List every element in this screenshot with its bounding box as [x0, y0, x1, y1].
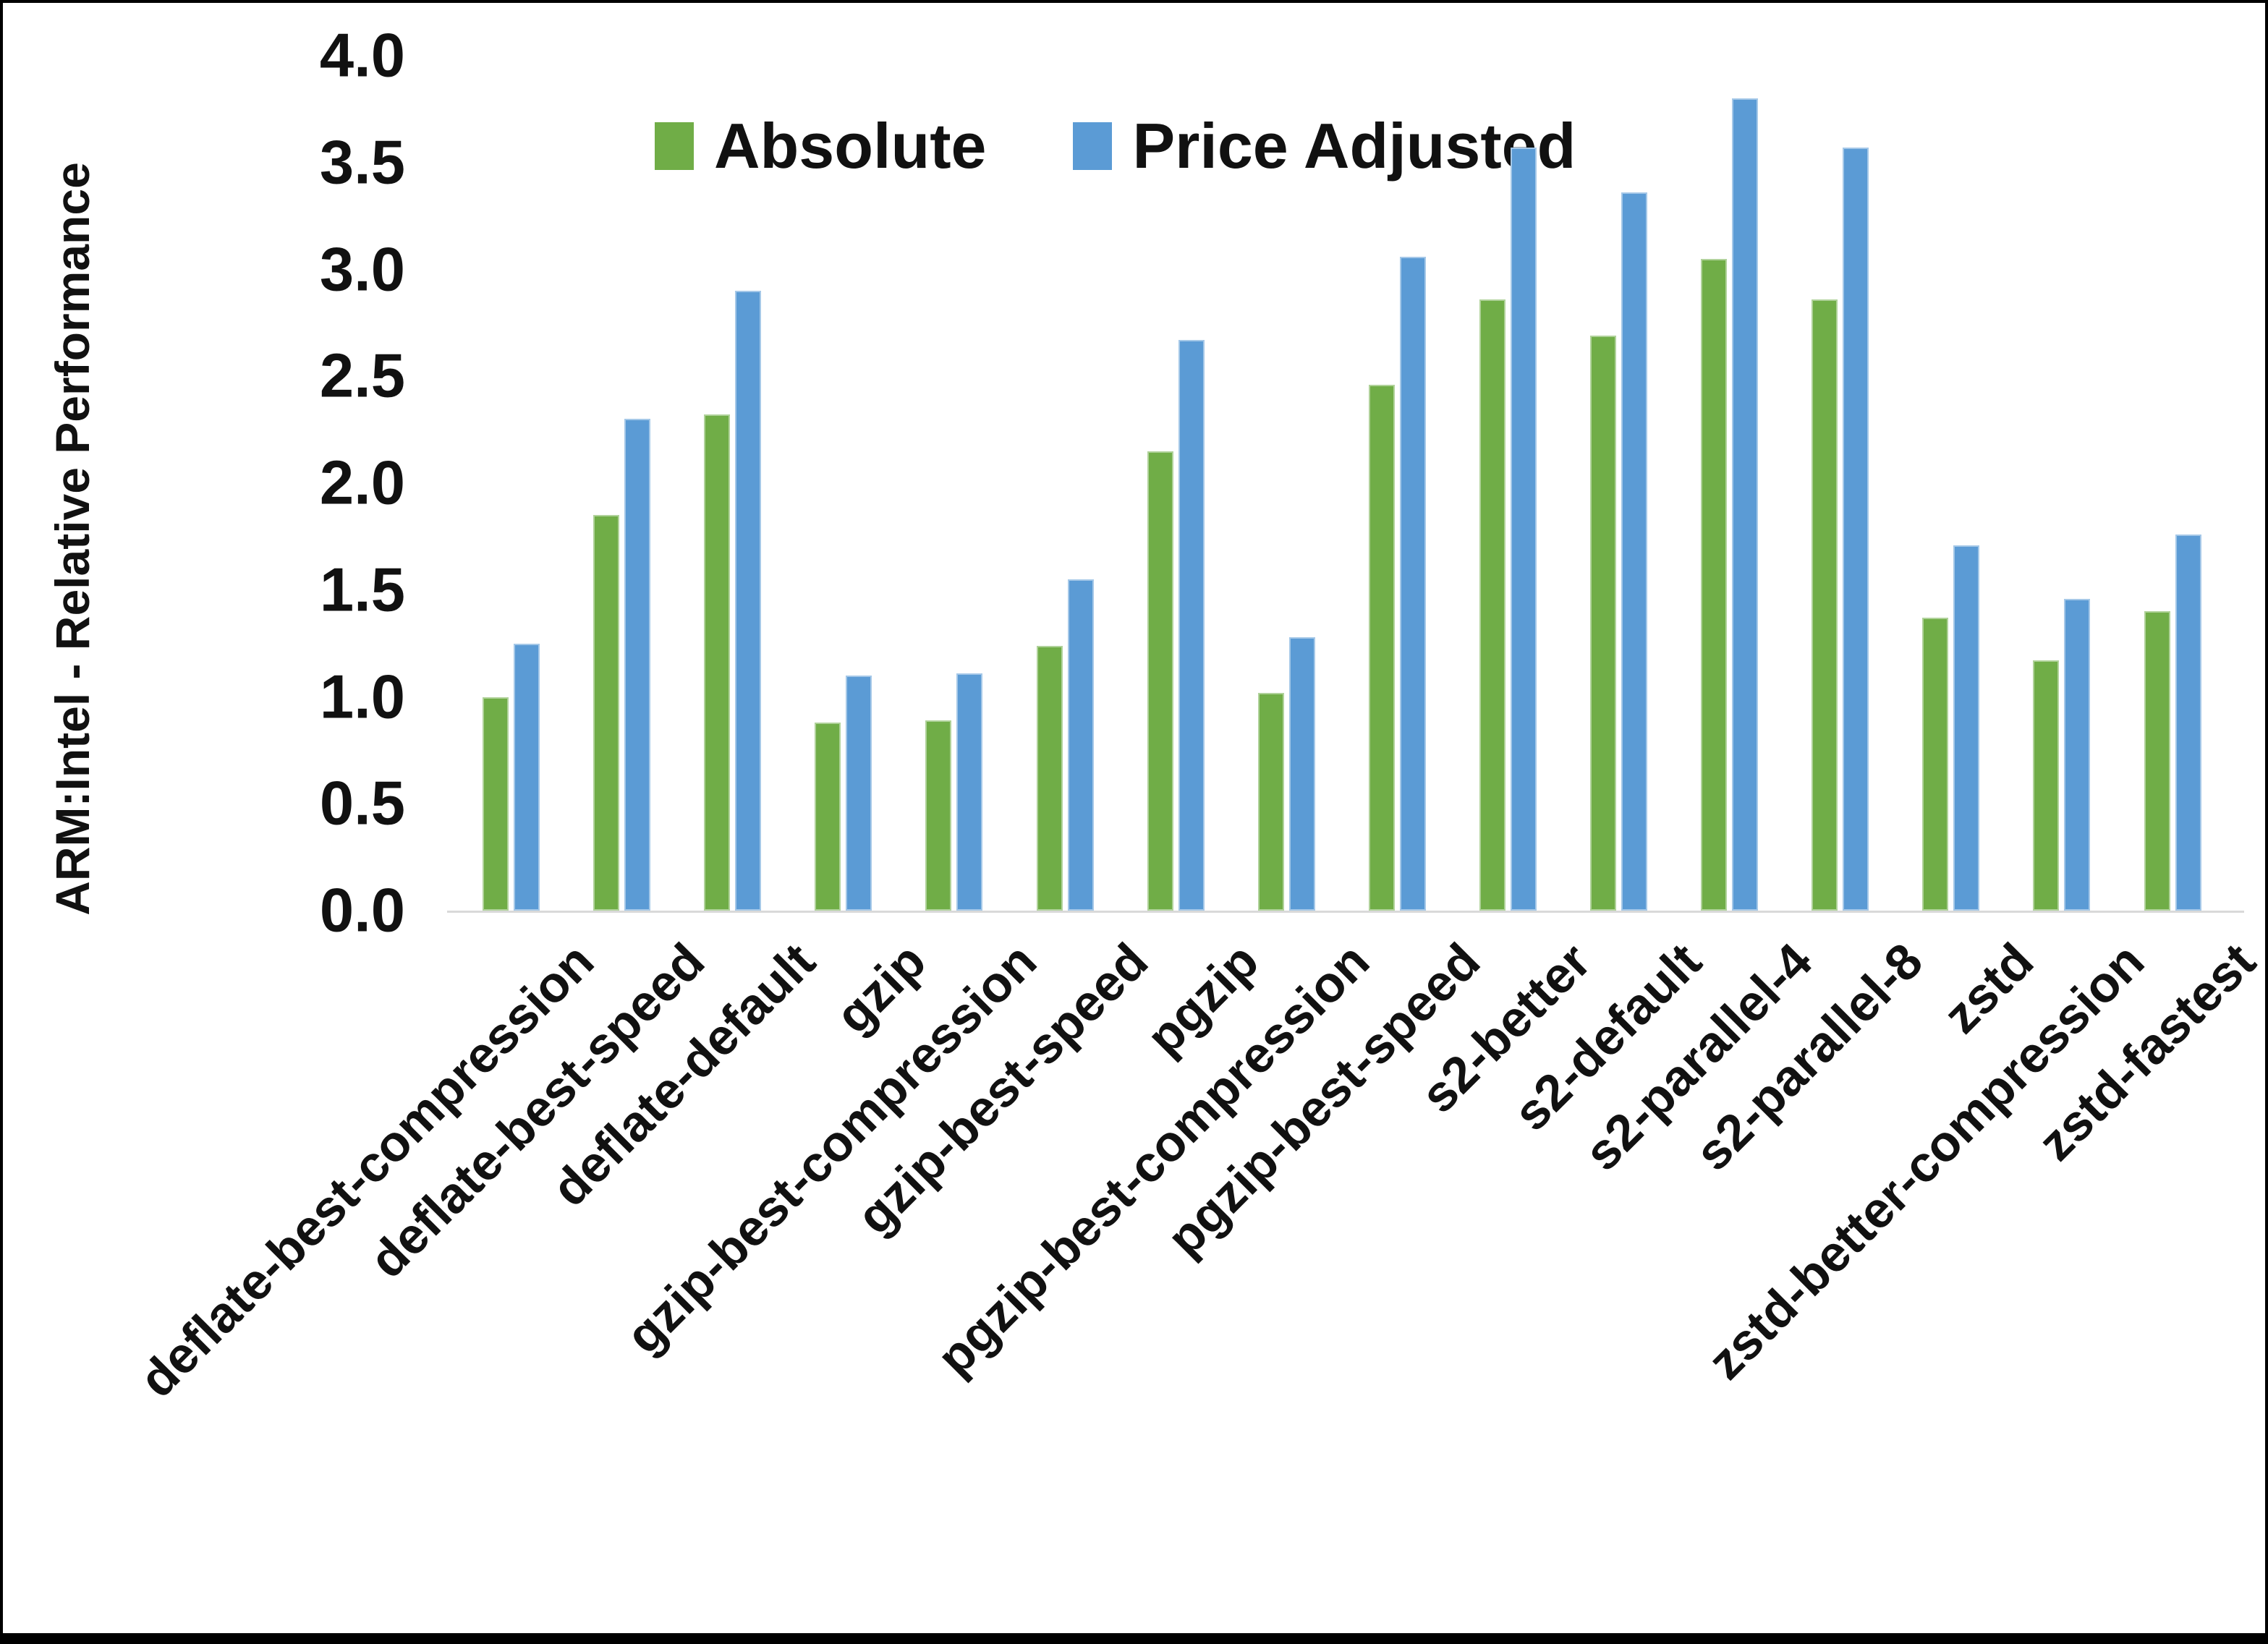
bar-absolute-deflate-default	[704, 414, 731, 911]
bar-absolute-gzip-best-compression	[925, 720, 952, 911]
bar-price-adjusted-gzip-best-compression	[956, 673, 983, 911]
bar-price-adjusted-s2-parallel-4	[1732, 98, 1759, 911]
y-tick-1.5: 1.5	[319, 555, 405, 625]
bar-absolute-deflate-best-compression	[483, 697, 509, 911]
bar-price-adjusted-deflate-best-compression	[514, 643, 540, 911]
bar-price-adjusted-zstd-better-compression	[2064, 598, 2091, 911]
y-tick-2.5: 2.5	[319, 341, 405, 411]
bar-price-adjusted-gzip	[846, 675, 872, 911]
bar-absolute-gzip	[815, 722, 841, 911]
bar-absolute-s2-parallel-4	[1701, 258, 1728, 911]
bar-price-adjusted-zstd-fastest	[2175, 534, 2201, 911]
y-tick-0.0: 0.0	[319, 876, 405, 945]
bar-price-adjusted-gzip-best-speed	[1067, 579, 1094, 911]
bar-price-adjusted-s2-default	[1621, 192, 1647, 911]
legend-label-price-adjusted: Price Adjusted	[1132, 110, 1576, 182]
bar-absolute-zstd-fastest	[2144, 611, 2170, 911]
y-tick-4.0: 4.0	[319, 21, 405, 90]
bar-price-adjusted-pgzip	[1178, 340, 1205, 911]
bar-absolute-pgzip-best-speed	[1368, 385, 1395, 911]
y-tick-2.0: 2.0	[319, 448, 405, 518]
bar-absolute-pgzip-best-compression	[1257, 692, 1284, 911]
bar-absolute-s2-parallel-8	[1812, 299, 1838, 911]
x-axis-line	[447, 911, 2244, 913]
bar-price-adjusted-s2-better	[1510, 148, 1537, 911]
bar-price-adjusted-pgzip-best-speed	[1399, 256, 1426, 911]
bar-price-adjusted-deflate-default	[735, 291, 762, 911]
legend-item-price-adjusted: Price Adjusted	[1073, 114, 1576, 178]
y-tick-3.0: 3.0	[319, 235, 405, 304]
bar-absolute-s2-default	[1590, 336, 1616, 911]
bar-absolute-pgzip	[1147, 451, 1173, 911]
legend: Absolute Price Adjusted	[655, 114, 1576, 178]
legend-swatch-absolute	[655, 122, 694, 170]
bar-price-adjusted-deflate-best-speed	[624, 419, 651, 911]
bar-absolute-zstd	[1922, 618, 1949, 911]
bar-absolute-gzip-best-speed	[1036, 645, 1063, 911]
bar-absolute-s2-better	[1479, 299, 1505, 911]
y-tick-3.5: 3.5	[319, 128, 405, 197]
bar-absolute-deflate-best-speed	[593, 515, 620, 911]
legend-label-absolute: Absolute	[714, 110, 987, 182]
bar-price-adjusted-s2-parallel-8	[1843, 148, 1869, 911]
y-tick-1.0: 1.0	[319, 663, 405, 731]
bar-absolute-zstd-better-compression	[2033, 660, 2060, 911]
legend-swatch-price-adjusted	[1073, 122, 1113, 170]
bar-price-adjusted-zstd	[1953, 545, 1980, 911]
legend-item-absolute: Absolute	[655, 114, 986, 178]
bar-price-adjusted-pgzip-best-compression	[1288, 636, 1315, 911]
y-tick-0.5: 0.5	[319, 769, 405, 838]
y-axis-title: ARM:Intel - Relative Performance	[46, 162, 99, 916]
